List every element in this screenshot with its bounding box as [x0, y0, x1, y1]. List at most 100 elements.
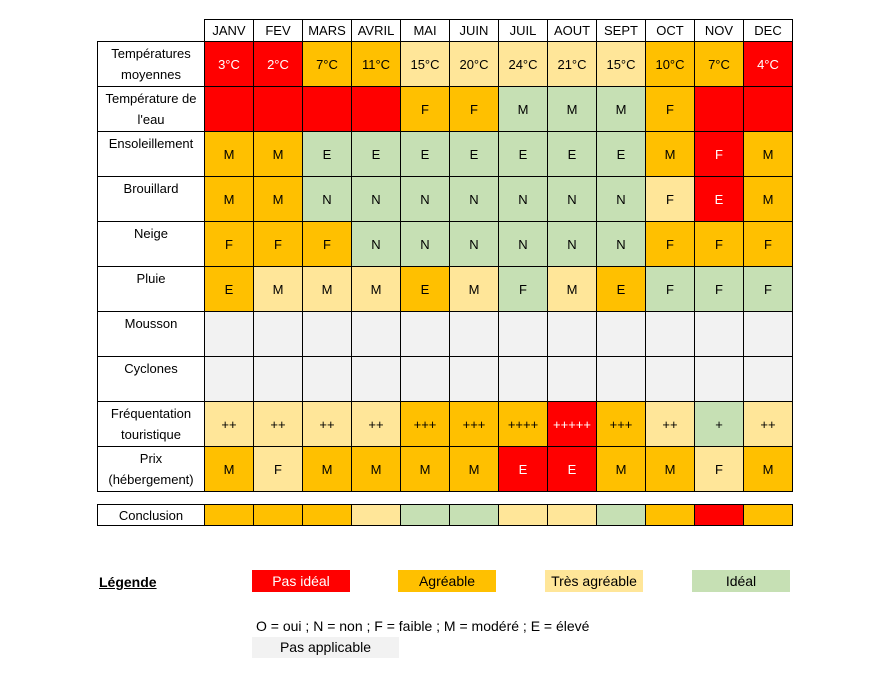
row-label: Pluie: [97, 266, 205, 312]
month-header-janv: JANV: [204, 19, 254, 42]
table-cell: ++: [645, 401, 695, 447]
table-row: Températures moyennes 3°C 2°C 7°C 11°C 15°C 20…: [97, 41, 793, 87]
table-row: Fréquentation touristique ++ ++ ++ ++ +++ +++ +…: [97, 401, 793, 447]
table-cell: [547, 356, 597, 402]
row-label: Cyclones: [97, 356, 205, 402]
table-cell: F: [449, 86, 499, 132]
table-cell: 21°C: [547, 41, 597, 87]
row-label: Prix (hébergement): [97, 446, 205, 492]
table-cell: ++++: [498, 401, 548, 447]
table-cell: M: [204, 131, 254, 177]
table-cell: 20°C: [449, 41, 499, 87]
conclusion-cell: [596, 504, 646, 526]
table-cell: 15°C: [596, 41, 646, 87]
month-header-mai: MAI: [400, 19, 450, 42]
row-label: Brouillard: [97, 176, 205, 222]
table-cell: [302, 311, 352, 357]
conclusion-cell: [351, 504, 401, 526]
table-cell: [645, 356, 695, 402]
table-cell: N: [351, 221, 401, 267]
table-cell: M: [449, 266, 499, 312]
table-cell: 15°C: [400, 41, 450, 87]
table-cell: [645, 311, 695, 357]
row-label: Température de l'eau: [97, 86, 205, 132]
table-cell: E: [694, 176, 744, 222]
table-cell: [204, 356, 254, 402]
climate-table-body: JANV FEV MARS AVRIL MAI JUIN JUIL AOUT SEPT OCT NO…: [97, 19, 793, 492]
month-header-nov: NOV: [694, 19, 744, 42]
table-cell: N: [596, 176, 646, 222]
table-cell: E: [302, 131, 352, 177]
table-cell: 3°C: [204, 41, 254, 87]
conclusion-table: Conclusion: [97, 504, 793, 526]
table-cell: F: [645, 221, 695, 267]
table-cell: 11°C: [351, 41, 401, 87]
table-cell: N: [547, 176, 597, 222]
table-cell: 10°C: [645, 41, 695, 87]
table-cell: [253, 356, 303, 402]
table-cell: M: [645, 131, 695, 177]
table-cell: M: [743, 446, 793, 492]
table-cell: [351, 86, 401, 132]
table-cell: M: [351, 266, 401, 312]
table-cell: N: [547, 221, 597, 267]
row-label: Températures moyennes: [97, 41, 205, 87]
table-cell: E: [547, 131, 597, 177]
table-cell: M: [351, 446, 401, 492]
row-label: Ensoleillement: [97, 131, 205, 177]
legend-pas-ideal: Pas idéal: [252, 570, 350, 592]
legend-ideal: Idéal: [692, 570, 790, 592]
table-cell: ++: [302, 401, 352, 447]
table-cell: [694, 86, 744, 132]
table-cell: F: [400, 86, 450, 132]
table-cell: [204, 86, 254, 132]
legend-codes: O = oui ; N = non ; F = faible ; M = mod…: [256, 618, 590, 634]
table-cell: ++: [743, 401, 793, 447]
table-row: Mousson: [97, 311, 793, 357]
table-cell: [596, 356, 646, 402]
table-cell: [449, 356, 499, 402]
table-cell: F: [645, 176, 695, 222]
table-cell: 2°C: [253, 41, 303, 87]
month-header-sept: SEPT: [596, 19, 646, 42]
table-cell: F: [645, 266, 695, 312]
conclusion-cell: [400, 504, 450, 526]
conclusion-cell: [498, 504, 548, 526]
table-row: Ensoleillement M M E E E E E E E M F M: [97, 131, 793, 177]
table-cell: N: [351, 176, 401, 222]
table-cell: [400, 356, 450, 402]
table-cell: M: [645, 446, 695, 492]
table-cell: M: [498, 86, 548, 132]
conclusion-cell: [694, 504, 744, 526]
table-cell: [253, 86, 303, 132]
table-cell: F: [743, 221, 793, 267]
table-cell: E: [351, 131, 401, 177]
table-cell: N: [449, 176, 499, 222]
row-label: Fréquentation touristique: [97, 401, 205, 447]
month-header-avril: AVRIL: [351, 19, 401, 42]
table-cell: N: [498, 176, 548, 222]
table-cell: N: [596, 221, 646, 267]
table-row: Cyclones: [97, 356, 793, 402]
table-cell: M: [253, 266, 303, 312]
legend-tres-agreable: Très agréable: [545, 570, 643, 592]
month-header-juin: JUIN: [449, 19, 499, 42]
table-cell: M: [302, 266, 352, 312]
table-cell: M: [743, 131, 793, 177]
table-cell: F: [743, 266, 793, 312]
table-cell: N: [498, 221, 548, 267]
table-cell: [498, 356, 548, 402]
table-cell: E: [204, 266, 254, 312]
table-row: Brouillard M M N N N N N N N F E M: [97, 176, 793, 222]
month-header-row: JANV FEV MARS AVRIL MAI JUIN JUIL AOUT SEPT OCT NO…: [98, 19, 793, 42]
table-cell: [302, 86, 352, 132]
table-cell: E: [498, 131, 548, 177]
table-row: Neige F F F N N N N N N F F F: [97, 221, 793, 267]
table-cell: +: [694, 401, 744, 447]
table-cell: E: [449, 131, 499, 177]
table-cell: [694, 311, 744, 357]
table-cell: ++: [351, 401, 401, 447]
conclusion-row: Conclusion: [97, 504, 793, 526]
table-cell: F: [302, 221, 352, 267]
table-cell: M: [743, 176, 793, 222]
